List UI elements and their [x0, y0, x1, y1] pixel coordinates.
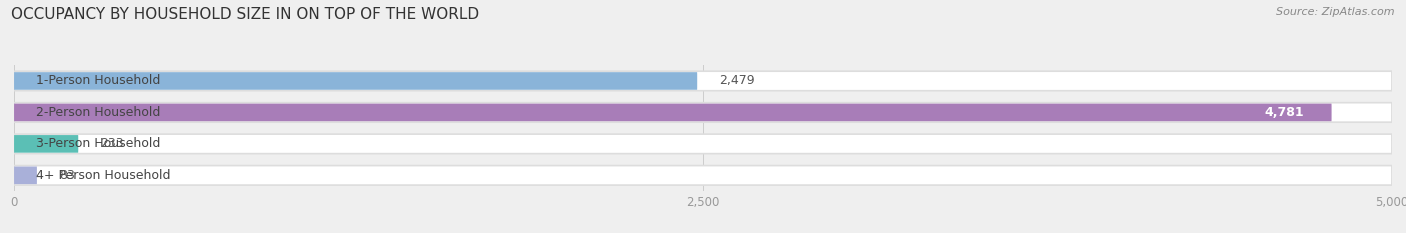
FancyBboxPatch shape [14, 71, 1392, 91]
Text: 233: 233 [100, 137, 124, 150]
FancyBboxPatch shape [14, 103, 1392, 122]
Text: 4,781: 4,781 [1264, 106, 1303, 119]
FancyBboxPatch shape [14, 134, 1392, 154]
FancyBboxPatch shape [14, 135, 79, 153]
Text: 2-Person Household: 2-Person Household [37, 106, 160, 119]
Text: 4+ Person Household: 4+ Person Household [37, 169, 170, 182]
Text: 2,479: 2,479 [720, 75, 755, 87]
Text: 1-Person Household: 1-Person Household [37, 75, 160, 87]
FancyBboxPatch shape [14, 166, 1392, 185]
Text: OCCUPANCY BY HOUSEHOLD SIZE IN ON TOP OF THE WORLD: OCCUPANCY BY HOUSEHOLD SIZE IN ON TOP OF… [11, 7, 479, 22]
Text: 3-Person Household: 3-Person Household [37, 137, 160, 150]
FancyBboxPatch shape [14, 104, 1331, 121]
FancyBboxPatch shape [14, 72, 697, 90]
FancyBboxPatch shape [14, 167, 37, 184]
Text: Source: ZipAtlas.com: Source: ZipAtlas.com [1277, 7, 1395, 17]
Text: 83: 83 [59, 169, 75, 182]
